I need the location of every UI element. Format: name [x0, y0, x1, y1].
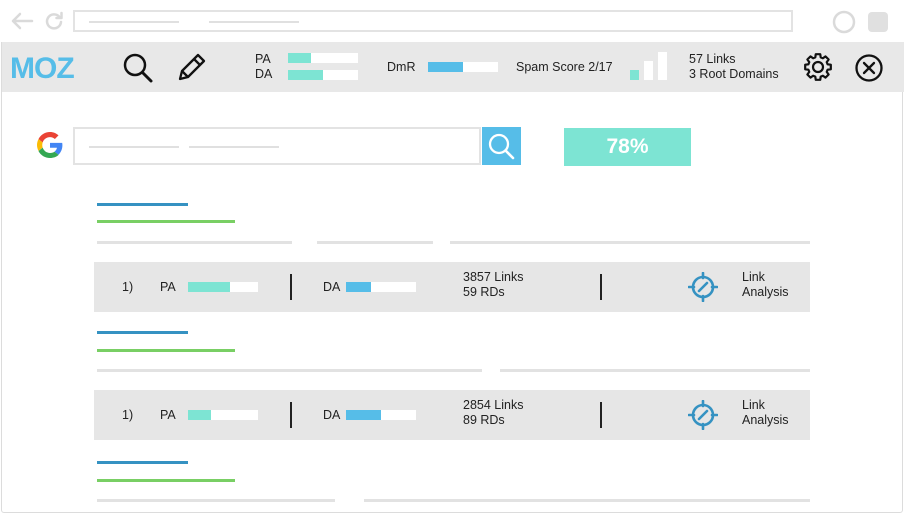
result-snippet-line: [450, 241, 810, 244]
result-pa-bar-fill: [188, 282, 230, 292]
result-pa-bar: [188, 410, 258, 420]
browser-top-bar: [0, 0, 906, 42]
link-analysis-link[interactable]: Link: [742, 398, 765, 412]
link-analysis-link[interactable]: Link: [742, 270, 765, 284]
close-icon[interactable]: [854, 53, 884, 83]
da-bar-fill: [288, 70, 323, 80]
result-pa-bar-fill: [188, 410, 212, 420]
result-rank: 1): [122, 280, 134, 294]
result-da-bar-fill: [346, 282, 371, 292]
divider: [600, 274, 602, 300]
result-da-label: DA: [323, 408, 341, 422]
divider: [290, 274, 292, 300]
reload-icon[interactable]: [44, 11, 64, 31]
result-snippet-line: [97, 369, 482, 372]
search-placeholder-line: [189, 146, 279, 148]
result-snippet-line: [500, 369, 810, 372]
spam-score-text: Spam Score 2/17: [516, 60, 613, 74]
pencil-icon[interactable]: [174, 51, 208, 85]
result-rank: 1): [122, 408, 134, 422]
moz-logo[interactable]: MOZ: [10, 53, 102, 81]
links-count: 57 Links: [689, 52, 736, 66]
google-search-button[interactable]: [482, 127, 521, 165]
result-da-bar-fill: [346, 410, 381, 420]
search-icon[interactable]: [122, 52, 154, 84]
result-pa-label: PA: [160, 280, 176, 294]
result-metrics-row: 1) PA DA 2854 Links 89 RDs Link Analysis: [94, 390, 810, 440]
score-badge: 78%: [564, 128, 691, 166]
signal-bars-icon: [630, 52, 667, 80]
result-snippet-line: [317, 241, 433, 244]
result-title-line[interactable]: [97, 461, 188, 464]
google-search-input[interactable]: [73, 127, 481, 165]
da-bar: [288, 70, 358, 80]
result-snippet-line: [97, 241, 292, 244]
dmr-label: DmR: [387, 60, 416, 74]
result-da-bar: [346, 282, 416, 292]
circle-icon[interactable]: [832, 10, 856, 34]
pa-bar: [288, 53, 358, 63]
result-da-label: DA: [323, 280, 341, 294]
da-label: DA: [255, 67, 273, 81]
result-title-line[interactable]: [97, 203, 188, 206]
address-placeholder-line: [89, 21, 179, 23]
pa-bar-fill: [288, 53, 312, 63]
link-analysis-link[interactable]: Analysis: [742, 413, 789, 427]
link-analysis-link[interactable]: Analysis: [742, 285, 789, 299]
target-icon[interactable]: [688, 272, 718, 302]
result-url-line: [97, 220, 235, 223]
result-url-line: [97, 479, 235, 482]
address-placeholder-line: [209, 21, 299, 23]
gear-icon[interactable]: [802, 51, 834, 83]
dmr-bar: [428, 62, 498, 72]
target-icon[interactable]: [688, 400, 718, 430]
result-pa-label: PA: [160, 408, 176, 422]
divider: [290, 402, 292, 428]
root-domains-count: 3 Root Domains: [689, 67, 779, 81]
result-title-line[interactable]: [97, 331, 188, 334]
result-links-count: 3857 Links: [463, 270, 524, 284]
svg-text:MOZ: MOZ: [10, 53, 74, 81]
divider: [600, 402, 602, 428]
address-bar[interactable]: [73, 10, 793, 32]
result-rds-count: 59 RDs: [463, 285, 505, 299]
square-icon[interactable]: [868, 12, 888, 32]
back-arrow-icon[interactable]: [10, 12, 34, 30]
result-snippet-line: [364, 499, 810, 502]
result-snippet-line: [97, 499, 335, 502]
moz-toolbar: MOZ PA DA DmR Spam Score 2/17 57 Links 3…: [2, 42, 904, 92]
result-url-line: [97, 349, 235, 352]
dmr-bar-fill: [428, 62, 463, 72]
result-metrics-row: 1) PA DA 3857 Links 59 RDs Link Analysis: [94, 262, 810, 312]
search-placeholder-line: [89, 146, 179, 148]
result-pa-bar: [188, 282, 258, 292]
result-links-count: 2854 Links: [463, 398, 524, 412]
google-icon: [37, 132, 63, 158]
result-da-bar: [346, 410, 416, 420]
result-rds-count: 89 RDs: [463, 413, 505, 427]
search-icon: [488, 133, 515, 160]
pa-label: PA: [255, 52, 271, 66]
